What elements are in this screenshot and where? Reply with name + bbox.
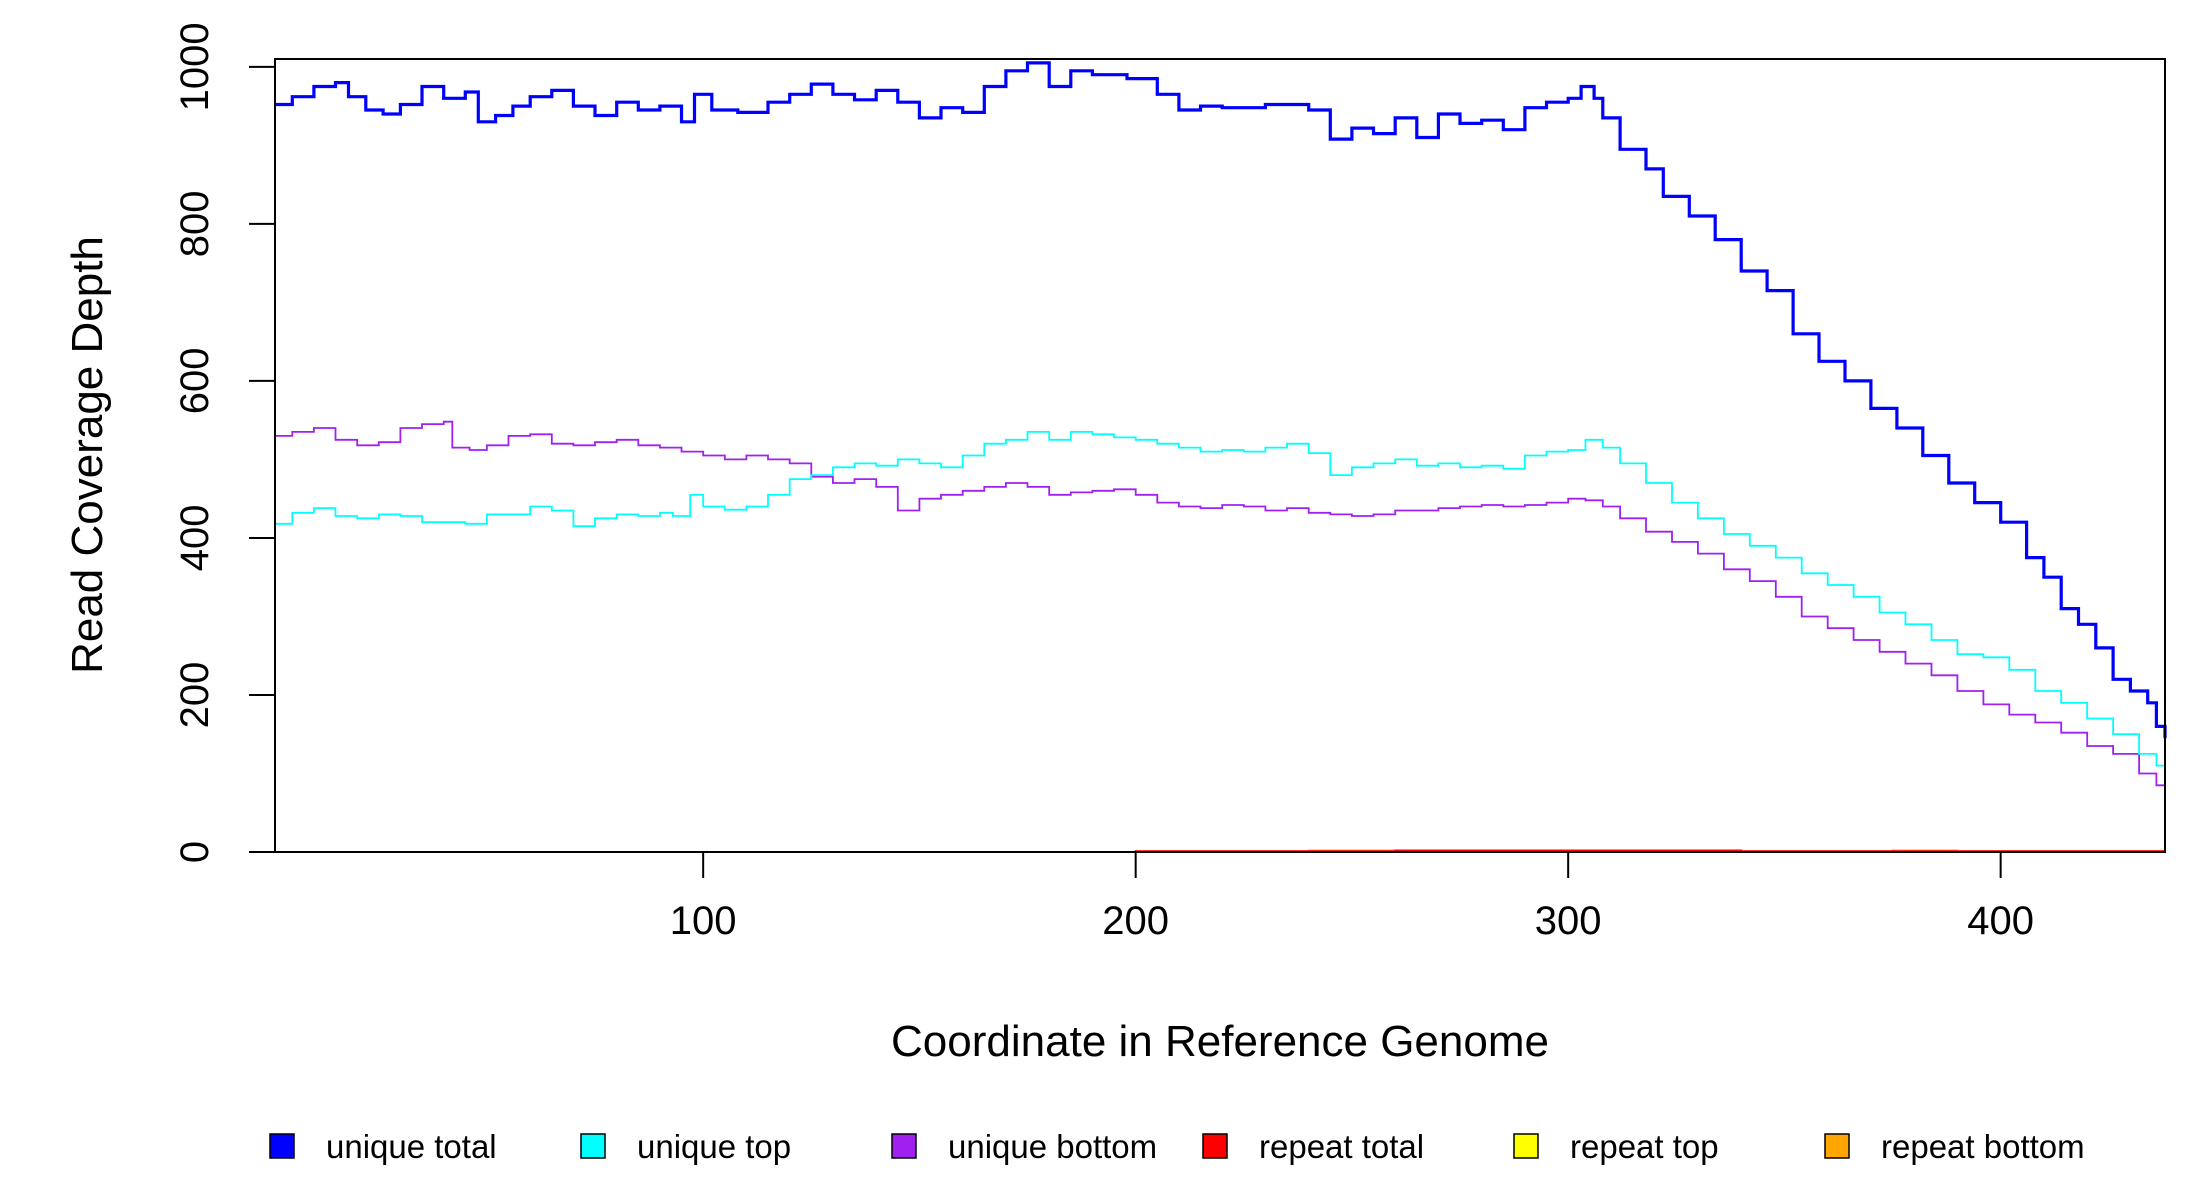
legend-label-repeat-bottom: repeat bottom xyxy=(1881,1128,2085,1165)
y-tick-label: 1000 xyxy=(173,22,217,111)
series-line-unique-top xyxy=(275,431,2166,790)
legend: unique total unique top unique bottom repea… xyxy=(269,1128,2085,1165)
x-tick-label: 200 xyxy=(1102,899,1169,943)
legend-label-unique-total: unique total xyxy=(326,1128,497,1165)
y-tick-label: 600 xyxy=(173,348,217,415)
legend-label-unique-bottom: unique bottom xyxy=(948,1128,1157,1165)
series-line-unique-bottom xyxy=(275,420,2166,801)
x-axis-title: Coordinate in Reference Genome xyxy=(891,1017,1549,1066)
series-line-unique-total xyxy=(275,61,2167,739)
y-tick-label: 800 xyxy=(173,191,217,258)
legend-label-repeat-top: repeat top xyxy=(1570,1128,1719,1165)
series-layer xyxy=(275,61,2167,853)
x-tick-label: 400 xyxy=(1967,899,2034,943)
x-tick-label: 300 xyxy=(1535,899,1602,943)
legend-swatch-unique-total xyxy=(269,1133,295,1159)
plot-frame xyxy=(274,58,2166,853)
legend-swatch-repeat-top xyxy=(1513,1133,1539,1159)
legend-swatch-repeat-bottom xyxy=(1824,1133,1850,1159)
y-axis: 0 200 400 600 800 1000 xyxy=(173,22,275,863)
legend-swatch-unique-bottom xyxy=(891,1133,917,1159)
y-tick-label: 0 xyxy=(173,841,217,863)
y-tick-label: 200 xyxy=(173,662,217,729)
y-axis-title: Read Coverage Depth xyxy=(63,236,112,674)
legend-swatch-unique-top xyxy=(580,1133,606,1159)
x-axis: 100 200 300 400 xyxy=(670,852,2034,943)
legend-label-unique-top: unique top xyxy=(637,1128,791,1165)
x-tick-label: 100 xyxy=(670,899,737,943)
legend-label-repeat-total: repeat total xyxy=(1259,1128,1424,1165)
legend-swatch-repeat-total xyxy=(1202,1133,1228,1159)
y-tick-label: 400 xyxy=(173,505,217,572)
